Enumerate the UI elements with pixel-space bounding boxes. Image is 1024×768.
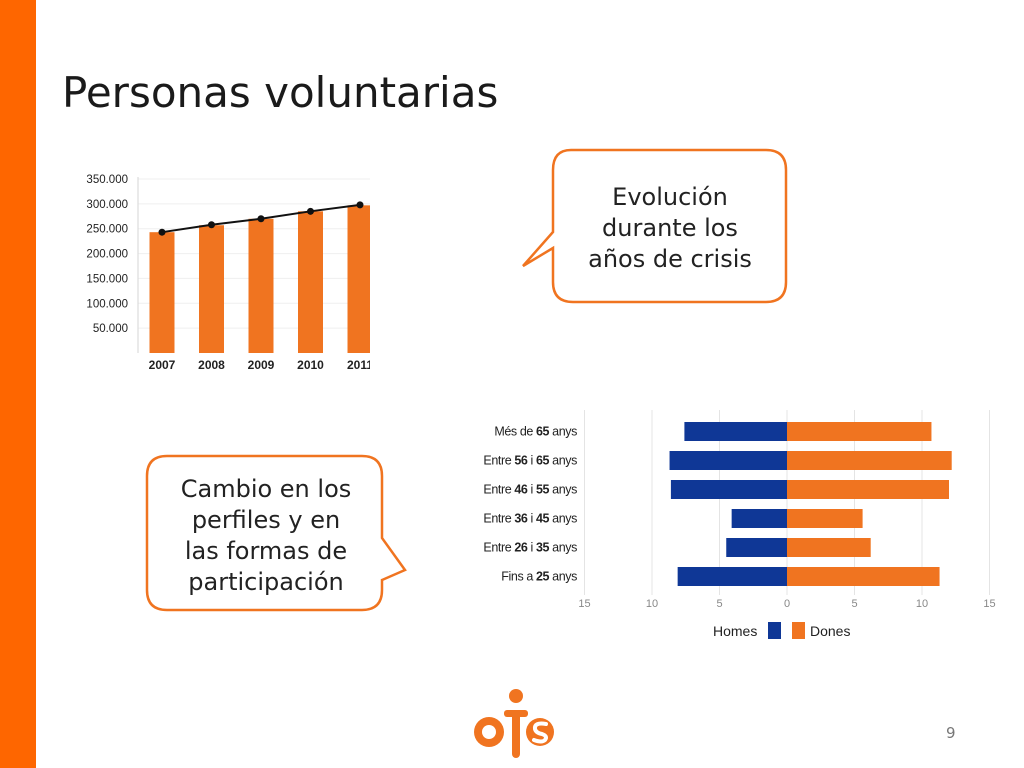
bar <box>347 205 370 353</box>
legend-swatch-homes <box>768 622 781 639</box>
bar-dones <box>787 480 949 499</box>
bar-homes <box>731 509 787 528</box>
y-tick-label: 100.000 <box>86 298 128 310</box>
trend-point <box>208 221 215 229</box>
x-tick-label: 2011 <box>347 358 370 372</box>
bar-homes <box>684 422 787 441</box>
trend-point <box>307 207 314 215</box>
bubble-profile-line: participación <box>188 568 344 596</box>
bar-dones <box>787 538 871 557</box>
x-tick-label: 15 <box>578 598 590 610</box>
bar <box>298 211 323 353</box>
category-label: Entre 56 i 65 anys <box>483 454 577 468</box>
legend-label: Homes <box>713 623 757 639</box>
y-tick-label: 300.000 <box>86 199 128 211</box>
page-number: 9 <box>946 724 956 742</box>
category-label: Fins a 25 anys <box>501 570 577 584</box>
ots-logo <box>474 689 554 758</box>
bar-dones <box>787 567 940 586</box>
slide-title: Personas voluntarias <box>62 68 499 117</box>
bubble-evolution-line: durante los <box>602 214 738 242</box>
bar-dones <box>787 422 932 441</box>
bubble-profile-line: Cambio en los <box>180 475 352 503</box>
volunteers-bar-chart: 50.000 100.000 150.000 200.000 250.000 300.00… <box>86 174 370 372</box>
age-gender-chart: 15 10 5 0 5 10 15 Més de 65 anys Entre 56 i 65 a… <box>483 410 996 639</box>
bar <box>199 225 224 353</box>
bar-homes <box>726 538 787 557</box>
trend-point <box>158 228 166 236</box>
x-tick-label: 15 <box>983 598 995 610</box>
x-tick-label: 10 <box>646 598 658 610</box>
bubble-evolution-line: Evolución <box>612 183 728 211</box>
legend-label: Dones <box>810 623 850 639</box>
bar-dones <box>787 509 863 528</box>
x-tick-label: 10 <box>916 598 928 610</box>
trend-point <box>356 201 364 209</box>
x-tick-label: 2009 <box>248 358 275 372</box>
x-tick-label: 2008 <box>198 358 225 372</box>
bubble-profile-line: las formas de <box>184 537 348 565</box>
category-label: Entre 26 i 35 anys <box>483 541 577 555</box>
y-tick-label: 150.000 <box>86 273 128 285</box>
x-tick-label: 2010 <box>297 358 324 372</box>
bar-homes <box>677 567 787 586</box>
bar-dones <box>787 451 952 470</box>
x-tick-label: 5 <box>851 598 857 610</box>
bar <box>248 218 274 353</box>
x-tick-label: 0 <box>784 598 790 610</box>
bubble-evolution-line: años de crisis <box>588 245 752 273</box>
bubble-profile-text: Cambio en los perfiles y en las formas d… <box>147 474 385 598</box>
category-label: Més de 65 anys <box>494 425 577 439</box>
bubble-profile-change <box>145 454 407 612</box>
y-tick-label: 350.000 <box>86 174 128 186</box>
bubble-profile-line: perfiles y en <box>191 506 341 534</box>
x-tick-label: 2007 <box>149 358 176 372</box>
y-tick-label: 250.000 <box>86 224 128 236</box>
y-tick-label: 50.000 <box>93 323 128 335</box>
trend-point <box>257 215 265 223</box>
logo-t-stem <box>512 710 520 758</box>
category-label: Entre 46 i 55 anys <box>483 483 577 497</box>
x-tick-label: 5 <box>716 598 722 610</box>
legend-swatch-dones <box>792 622 805 639</box>
y-tick-label: 200.000 <box>86 249 128 261</box>
logo-dot <box>509 689 523 703</box>
bar-homes <box>670 480 787 499</box>
category-label: Entre 36 i 45 anys <box>483 512 577 526</box>
bubble-evolution-text: Evolución durante los años de crisis <box>554 182 786 275</box>
accent-sidebar <box>0 0 36 768</box>
bar-homes <box>669 451 787 470</box>
bubble-evolution <box>522 148 788 304</box>
bar <box>149 232 175 353</box>
